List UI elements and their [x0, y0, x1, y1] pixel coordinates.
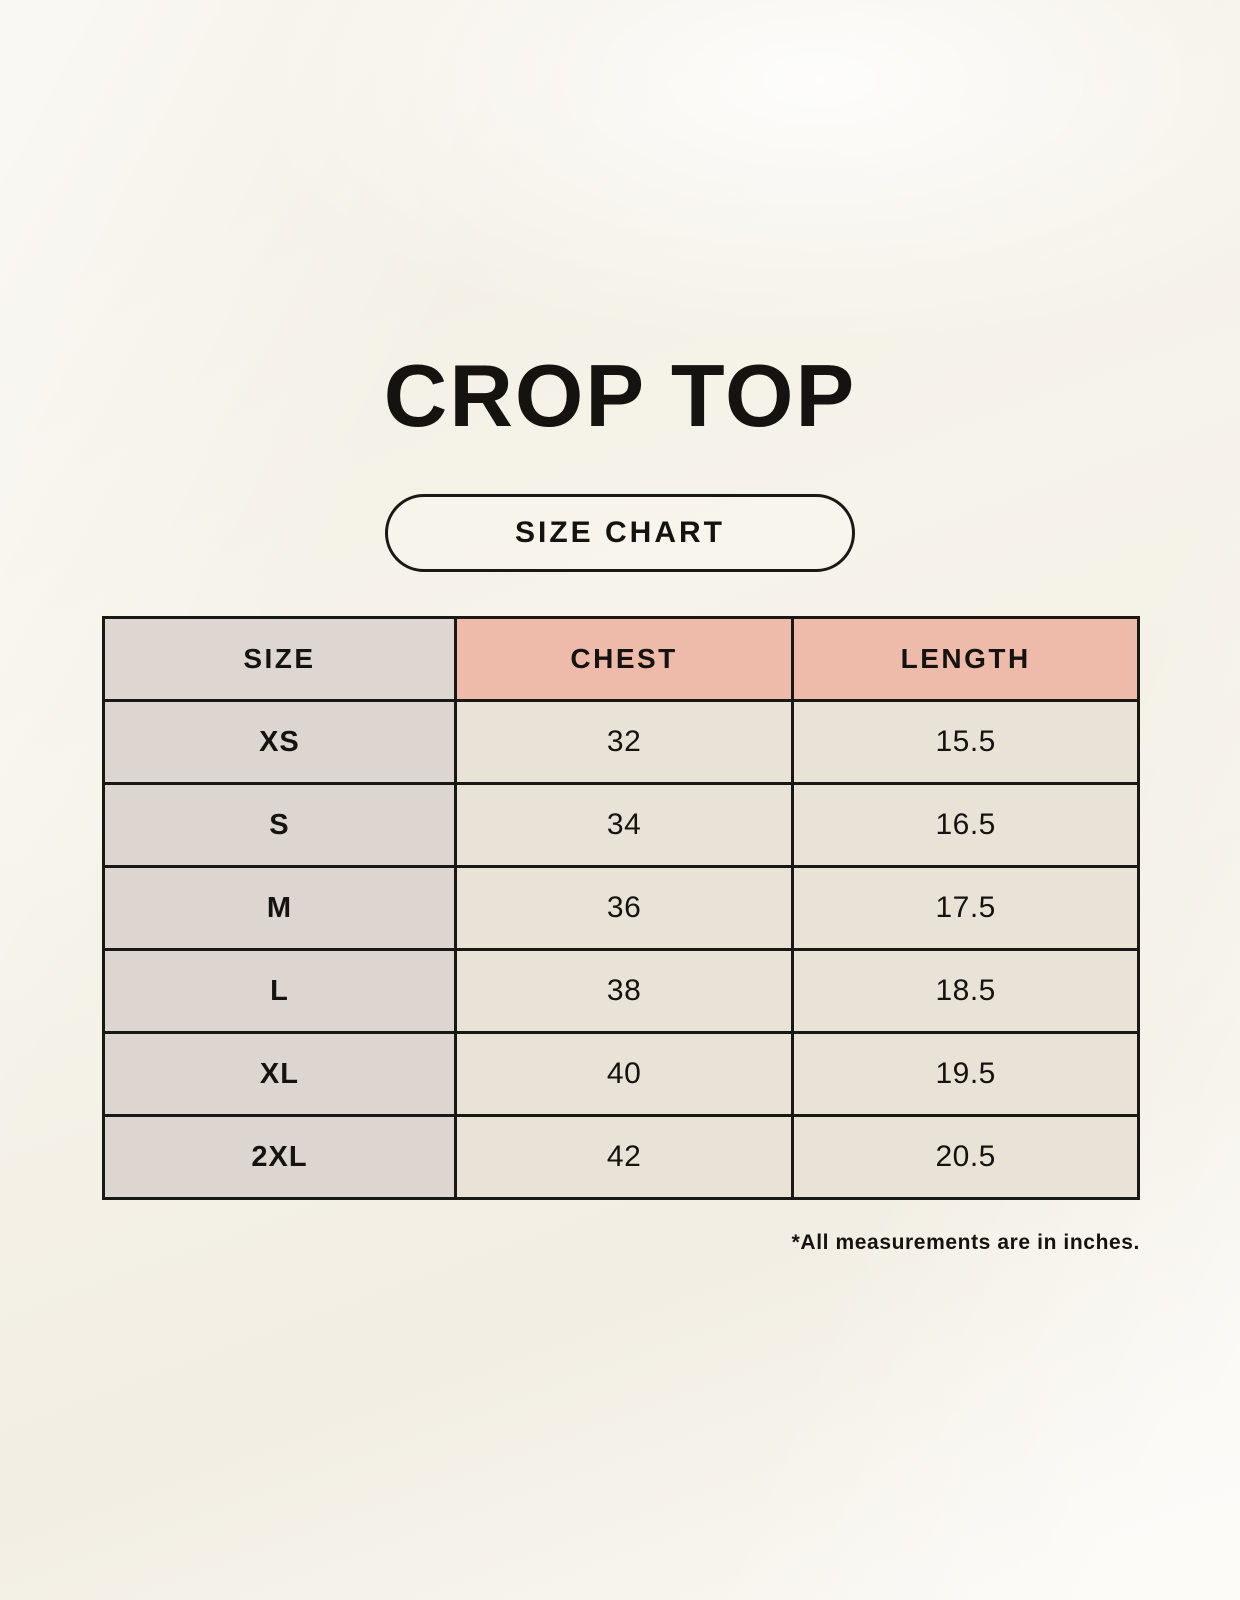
table-row: 2XL 42 20.5: [102, 1114, 1140, 1200]
page-title: CROP TOP: [383, 346, 857, 445]
size-label-xl: XL: [102, 1031, 457, 1117]
table-row: S 34 16.5: [102, 782, 1140, 868]
size-label-2xl: 2XL: [102, 1114, 457, 1200]
chest-value: 38: [453, 948, 795, 1034]
length-value: 15.5: [791, 699, 1140, 785]
size-label-l: L: [102, 948, 457, 1034]
column-header-size: SIZE: [102, 616, 457, 702]
table-header-row: SIZE CHEST LENGTH: [102, 616, 1140, 702]
chest-value: 42: [453, 1114, 795, 1200]
size-chart-button[interactable]: SIZE CHART: [385, 494, 855, 572]
size-label-xs: XS: [102, 699, 457, 785]
chest-value: 34: [453, 782, 795, 868]
table-row: M 36 17.5: [102, 865, 1140, 951]
column-header-chest: CHEST: [453, 616, 795, 702]
size-table: SIZE CHEST LENGTH XS 32 15.5 S 34 16.5 M…: [102, 616, 1140, 1200]
chest-value: 32: [453, 699, 795, 785]
length-value: 17.5: [791, 865, 1140, 951]
length-value: 18.5: [791, 948, 1140, 1034]
chest-value: 40: [453, 1031, 795, 1117]
table-row: XL 40 19.5: [102, 1031, 1140, 1117]
size-chart-button-label: SIZE CHART: [515, 516, 725, 549]
chest-value: 36: [453, 865, 795, 951]
measurement-note: *All measurements are in inches.: [791, 1231, 1140, 1254]
length-value: 19.5: [791, 1031, 1140, 1117]
table-row: L 38 18.5: [102, 948, 1140, 1034]
size-label-s: S: [102, 782, 457, 868]
size-label-m: M: [102, 865, 457, 951]
length-value: 16.5: [791, 782, 1140, 868]
length-value: 20.5: [791, 1114, 1140, 1200]
table-row: XS 32 15.5: [102, 699, 1140, 785]
column-header-length: LENGTH: [791, 616, 1140, 702]
